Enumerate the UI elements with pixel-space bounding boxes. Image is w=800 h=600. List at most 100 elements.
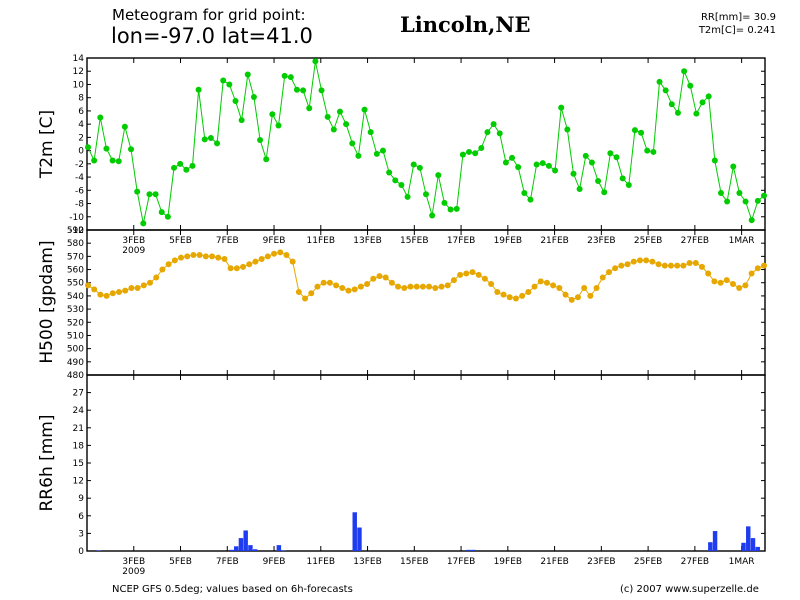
h500-point xyxy=(295,288,302,295)
t2m-point xyxy=(207,135,214,142)
h500-point xyxy=(506,294,513,301)
rr6h-bar xyxy=(276,545,282,551)
t2m-point xyxy=(140,220,147,227)
h500-point xyxy=(202,253,209,260)
t2m-point xyxy=(459,151,466,158)
t2m-point xyxy=(146,191,153,198)
h500-point xyxy=(581,285,588,291)
h500-ytick-label: 540 xyxy=(67,292,84,302)
h500-point xyxy=(221,256,228,262)
t2m-point xyxy=(693,110,700,117)
t2m-point xyxy=(490,121,497,128)
t2m-point xyxy=(631,127,638,134)
h500-point xyxy=(444,282,451,289)
t2m-point xyxy=(220,77,227,84)
h500-point xyxy=(426,283,433,290)
t2m-xtick-label: 25FEB xyxy=(634,236,663,246)
t2m-point xyxy=(552,167,559,174)
t2m-point xyxy=(681,68,688,75)
h500-ytick-label: 590 xyxy=(67,226,84,236)
h500-point xyxy=(686,259,693,266)
t2m-point xyxy=(238,117,245,124)
t2m-point xyxy=(367,129,374,136)
t2m-point xyxy=(214,140,221,147)
h500-point xyxy=(388,279,395,286)
h500-point xyxy=(264,253,271,260)
t2m-xtick-label: 9FEB xyxy=(263,236,286,246)
t2m-point xyxy=(232,98,239,104)
t2m-point xyxy=(668,101,675,108)
t2m-point xyxy=(152,191,159,198)
t2m-ytick-label: 6 xyxy=(78,107,84,117)
footer-credit: (c) 2007 www.superzelle.de xyxy=(620,584,759,595)
h500-point xyxy=(116,288,123,295)
h500-point xyxy=(624,261,631,268)
h500-point xyxy=(705,270,712,277)
t2m-point xyxy=(570,170,577,177)
t2m-point xyxy=(410,161,417,168)
t2m-point xyxy=(754,197,761,204)
t2m-point xyxy=(607,150,614,157)
rr6h-xtick-label: 23FEB xyxy=(587,557,616,567)
t2m-ytick-label: -8 xyxy=(75,200,84,210)
t2m-point xyxy=(656,78,663,85)
rr6h-ytick-label: 18 xyxy=(73,441,85,451)
h500-point xyxy=(190,252,197,259)
t2m-point xyxy=(435,172,442,179)
t2m-point xyxy=(533,161,540,168)
t2m-series-line xyxy=(87,61,765,224)
h500-point xyxy=(351,286,358,293)
h500-point xyxy=(543,279,550,286)
h500-point xyxy=(333,282,340,289)
rr6h-xtick-label: 15FEB xyxy=(400,557,429,567)
t2m-point xyxy=(441,199,448,206)
t2m-frame xyxy=(86,57,766,231)
t2m-point xyxy=(306,105,313,112)
h500-ytick-label: 570 xyxy=(67,252,84,262)
t2m-point xyxy=(484,129,491,136)
h500-point xyxy=(252,258,259,265)
h500-point xyxy=(630,258,637,265)
h500-point xyxy=(500,291,507,298)
h500-point xyxy=(140,282,147,289)
h500-point xyxy=(469,269,476,276)
h500-point xyxy=(128,285,135,291)
t2m-axis-title: T2m [C] xyxy=(37,110,57,179)
h500-point xyxy=(171,257,178,264)
h500-point xyxy=(153,274,160,281)
t2m-point xyxy=(521,189,528,196)
t2m-point xyxy=(466,148,473,155)
t2m-xtick-label: 5FEB xyxy=(169,236,192,246)
t2m-xtick-label: 23FEB xyxy=(587,236,616,246)
h500-point xyxy=(314,283,321,290)
h500-ytick-label: 560 xyxy=(67,266,84,276)
t2m-point xyxy=(183,166,190,173)
h500-point xyxy=(605,269,612,276)
t2m-xtick-label: 3FEB xyxy=(122,236,145,246)
t2m-point xyxy=(730,163,737,170)
t2m-point xyxy=(281,72,288,79)
t2m-xtick-label: 21FEB xyxy=(540,236,569,246)
t2m-xtick-label: 1MAR xyxy=(729,236,755,246)
t2m-point xyxy=(509,154,516,161)
t2m-point xyxy=(177,160,184,167)
h500-point xyxy=(289,258,296,265)
t2m-ytick-label: -2 xyxy=(75,160,84,170)
h500-point xyxy=(512,295,519,302)
rr6h-ytick-label: 9 xyxy=(78,494,84,504)
t2m-point xyxy=(312,58,319,65)
h500-point xyxy=(556,285,563,291)
rr6h-xtick-label: 5FEB xyxy=(169,557,192,567)
t2m-point xyxy=(453,205,460,212)
rr6h-bar xyxy=(357,527,362,551)
rr6h-ytick-label: 27 xyxy=(73,389,84,399)
h500-point xyxy=(277,249,284,256)
h500-point xyxy=(233,265,240,272)
t2m-point xyxy=(158,209,165,216)
location-label: Lincoln,NE xyxy=(400,12,531,37)
h500-point xyxy=(537,278,544,285)
h500-point xyxy=(227,265,234,272)
t2m-point xyxy=(263,156,270,163)
t2m-point xyxy=(109,157,116,164)
